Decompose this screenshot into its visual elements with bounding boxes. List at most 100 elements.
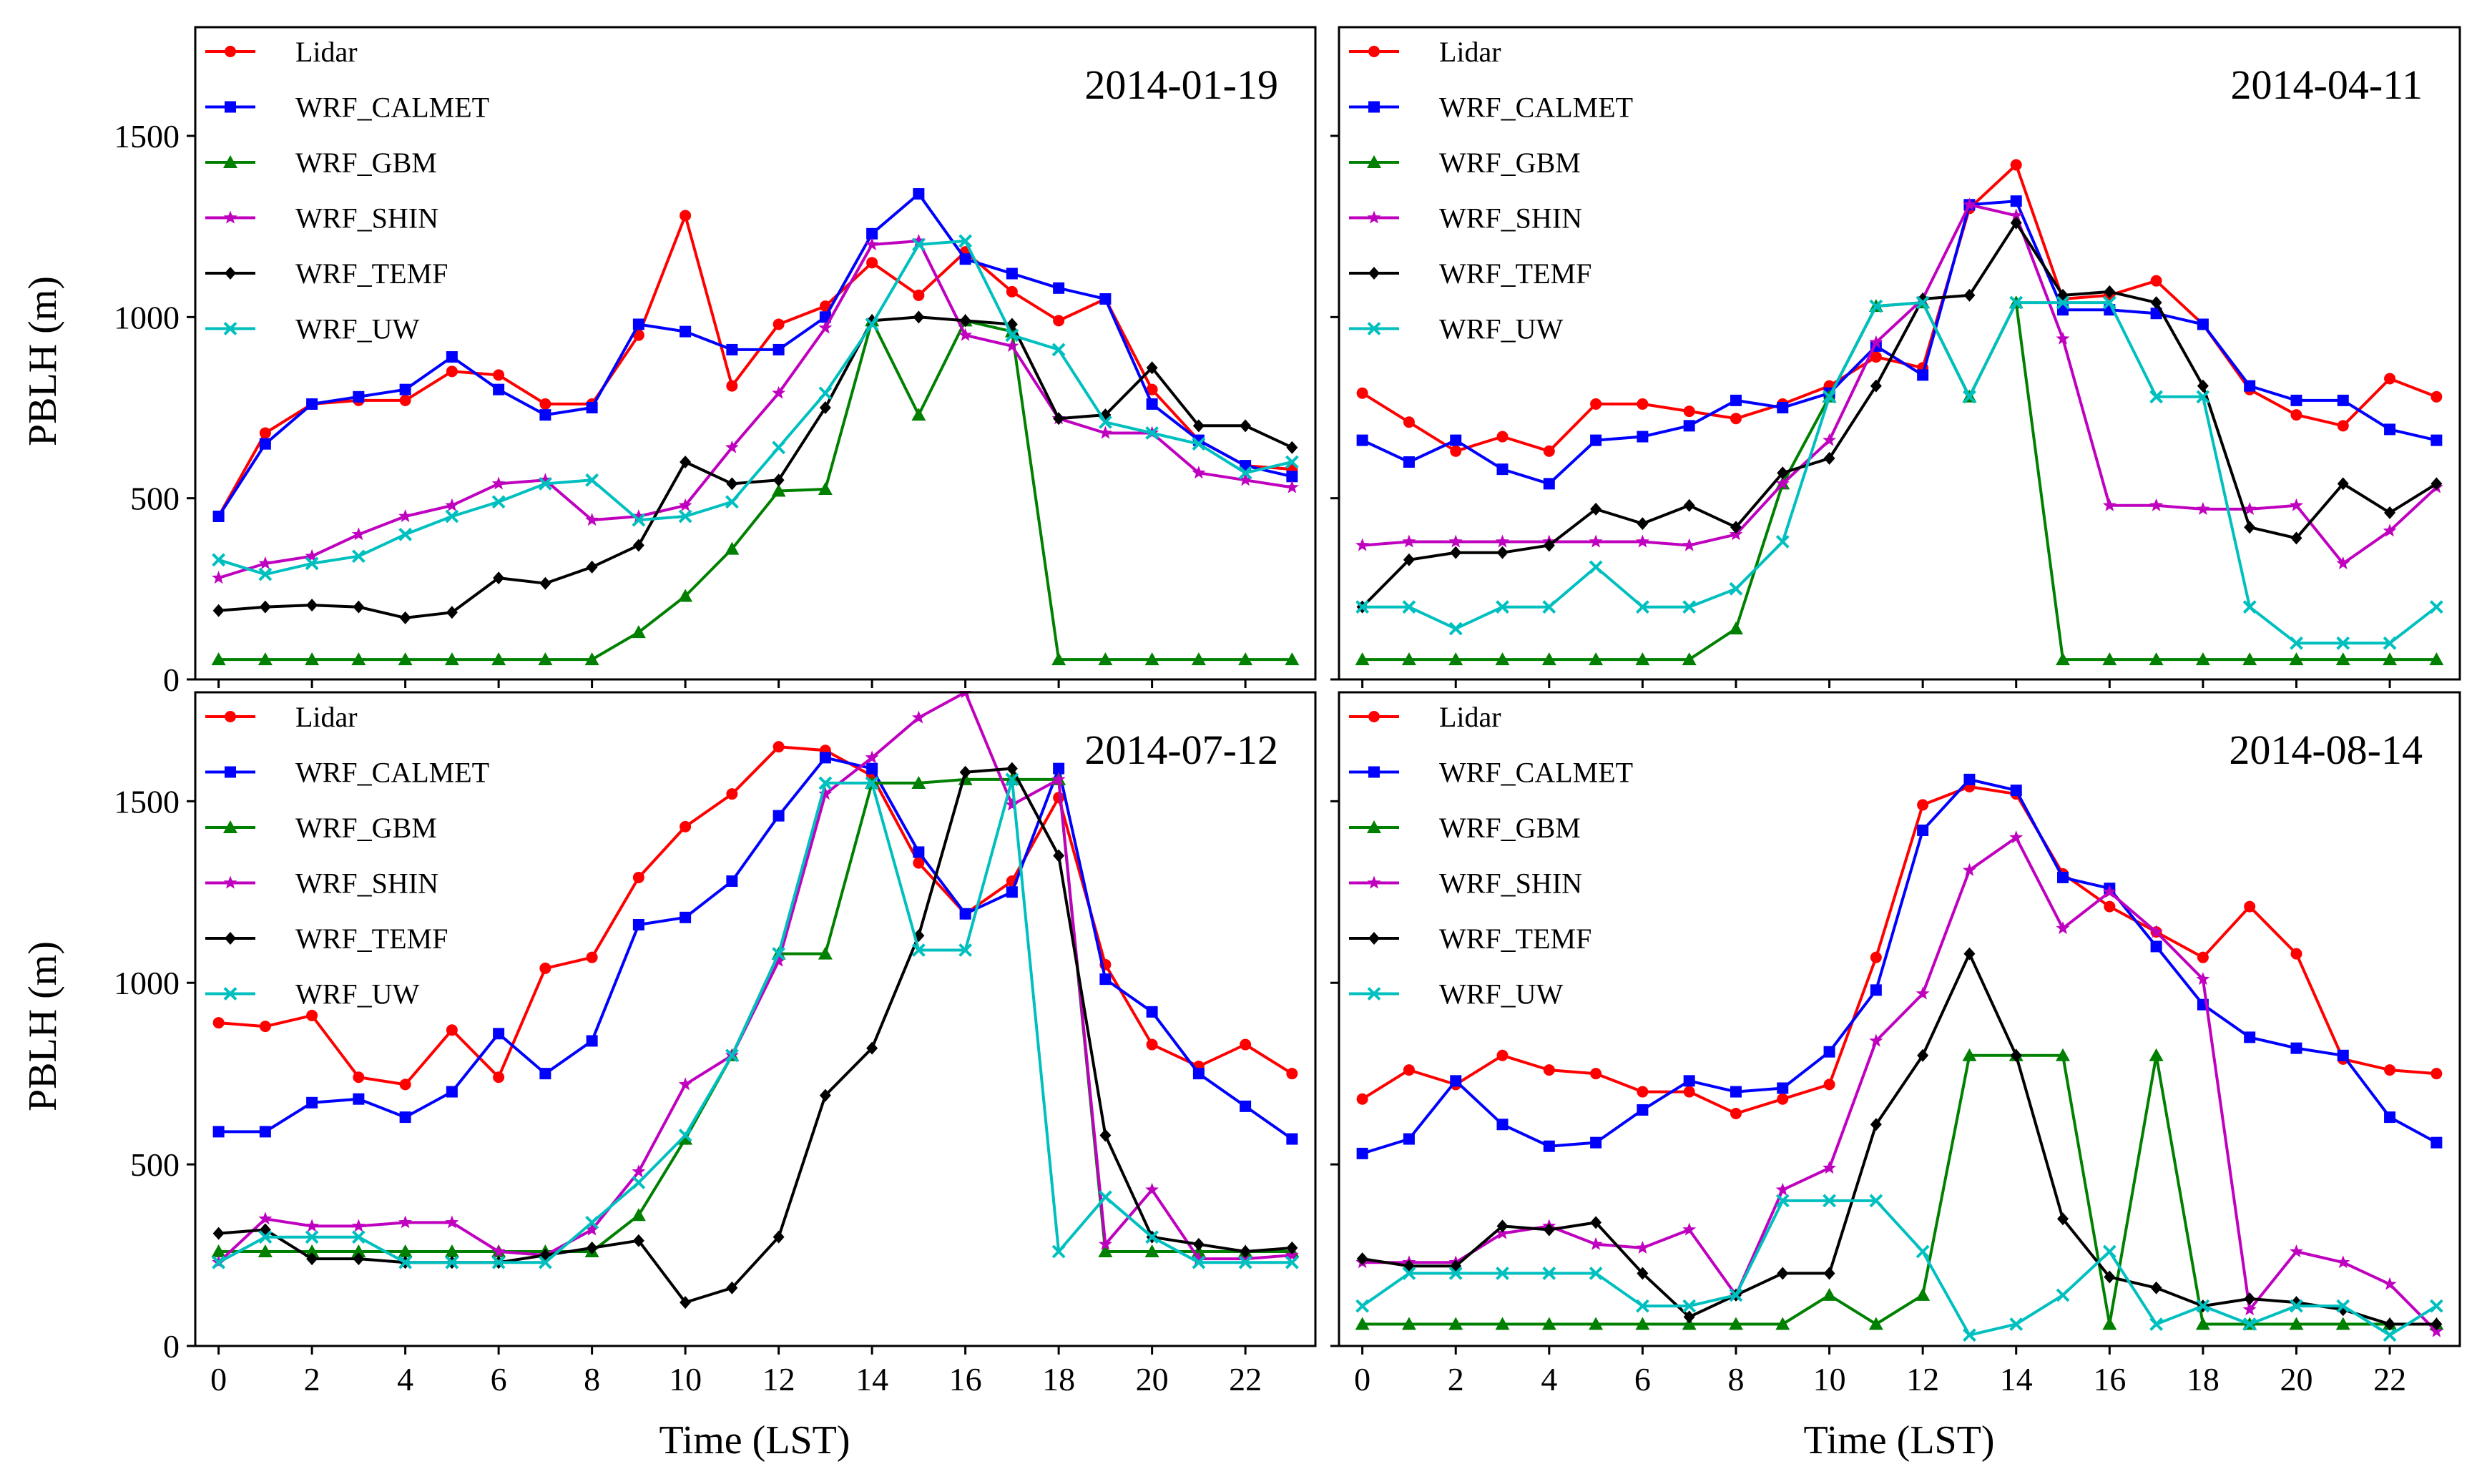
data-point-wrf-gbm (1401, 652, 1416, 666)
data-point-wrf-uw (1005, 328, 1019, 343)
data-point-wrf-temf (2244, 521, 2256, 534)
data-point-wrf-uw (1963, 1328, 1976, 1342)
data-point-wrf-temf (2150, 296, 2162, 310)
data-point-wrf-uw (445, 509, 459, 524)
panel-date-title: 2014-08-14 (2229, 727, 2423, 773)
series-line-lidar (1361, 785, 2437, 1115)
data-point-wrf-uw (1869, 1194, 1883, 1208)
data-point-wrf-shin (2056, 921, 2070, 935)
data-point-wrf-shin (772, 385, 786, 399)
data-point-wrf-uw (1192, 1255, 1206, 1269)
data-point-wrf-gbm (1448, 1317, 1463, 1330)
data-point-wrf-temf (680, 1296, 692, 1309)
data-point-wrf-uw (351, 1230, 366, 1244)
data-point-wrf-calmet (399, 383, 411, 395)
data-point-wrf-uw (1916, 295, 1930, 310)
data-point-wrf-temf (1637, 1267, 1649, 1280)
series-wrf-temf (1356, 216, 2443, 614)
x-axis-label-left: Time (LST) (659, 1418, 850, 1463)
data-point-lidar (539, 398, 551, 410)
data-point-lidar (2290, 409, 2302, 421)
data-point-lidar (1450, 445, 1462, 457)
data-point-wrf-temf (1637, 517, 1649, 531)
data-point-wrf-uw (305, 556, 319, 571)
data-point-wrf-temf (1963, 288, 1976, 302)
data-point-wrf-gbm (2056, 652, 2071, 666)
data-point-wrf-calmet (446, 1086, 458, 1098)
data-point-lidar (1590, 1068, 1602, 1080)
data-point-lidar (446, 365, 458, 378)
data-point-wrf-uw (632, 513, 646, 527)
data-point-wrf-gbm (538, 652, 553, 666)
data-point-wrf-gbm (1355, 652, 1370, 666)
data-point-wrf-shin (1355, 538, 1370, 551)
data-point-wrf-temf (212, 1227, 225, 1240)
data-point-wrf-calmet (259, 438, 271, 450)
data-point-wrf-shin (585, 513, 599, 526)
data-point-wrf-temf (586, 560, 598, 574)
data-point-lidar (259, 427, 271, 439)
series-wrf-shin (212, 691, 1299, 1269)
data-point-wrf-temf (1683, 1310, 1695, 1324)
y-tick-label: 1000 (114, 965, 180, 1001)
data-point-wrf-shin (1005, 797, 1019, 811)
data-point-wrf-calmet (1543, 478, 1555, 490)
data-point-lidar (1637, 1086, 1649, 1098)
data-point-wrf-temf (2290, 531, 2302, 545)
data-point-wrf-calmet (866, 762, 878, 775)
data-point-wrf-uw (911, 943, 926, 957)
data-point-wrf-shin (1775, 1182, 1790, 1196)
data-point-wrf-shin (351, 527, 366, 541)
data-point-wrf-uw (1098, 1190, 1112, 1204)
data-point-wrf-shin (1635, 534, 1649, 548)
legend-label-wrf-calmet: WRF_CALMET (295, 92, 489, 124)
data-point-wrf-gbm (1495, 652, 1510, 666)
data-point-wrf-uw (772, 441, 786, 455)
data-point-wrf-gbm (1822, 1287, 1837, 1301)
data-point-wrf-shin (1496, 534, 1509, 548)
data-point-lidar (2337, 420, 2349, 432)
data-point-wrf-calmet (1730, 394, 1742, 406)
data-point-wrf-gbm (2195, 1317, 2210, 1330)
data-point-wrf-calmet (772, 343, 785, 355)
x-tick-label: 12 (1906, 1361, 1939, 1397)
data-point-lidar (1683, 406, 1695, 418)
data-point-wrf-uw (2056, 1288, 2070, 1302)
y-tick-label: 0 (163, 662, 180, 698)
data-point-wrf-shin (351, 1219, 366, 1232)
data-point-wrf-calmet (212, 1126, 225, 1138)
data-point-wrf-gbm (2335, 652, 2350, 666)
data-point-wrf-gbm (911, 408, 926, 421)
data-point-wrf-uw (2383, 1328, 2397, 1342)
data-point-wrf-shin (865, 750, 879, 764)
data-point-wrf-shin (911, 233, 926, 247)
data-point-wrf-uw (491, 495, 506, 509)
data-point-wrf-uw (2102, 295, 2116, 310)
data-point-wrf-gbm (1191, 652, 1206, 666)
series-line-wrf-uw (1362, 301, 2438, 645)
legend-label-wrf-gbm: WRF_GBM (295, 147, 437, 179)
data-point-wrf-temf (772, 1230, 785, 1244)
data-point-wrf-temf (259, 600, 271, 614)
data-point-wrf-uw (1145, 1230, 1159, 1244)
data-point-wrf-gbm (398, 1244, 413, 1257)
data-point-lidar (2290, 948, 2302, 960)
data-point-wrf-temf (2244, 1292, 2256, 1305)
data-point-wrf-gbm (305, 1244, 320, 1257)
data-point-wrf-shin (2102, 885, 2116, 898)
x-tick-label: 6 (491, 1361, 507, 1397)
x-tick-label: 22 (2373, 1361, 2406, 1397)
legend-marker-wrf-temf (1368, 932, 1380, 945)
data-point-wrf-temf (1823, 1267, 1835, 1280)
data-point-wrf-shin (1916, 986, 1930, 1000)
data-point-wrf-calmet (1683, 1075, 1695, 1087)
series-line-lidar (1361, 163, 2438, 453)
data-point-wrf-uw (1775, 535, 1790, 549)
y-tick-label: 500 (130, 481, 180, 517)
data-point-wrf-gbm (1144, 1244, 1159, 1257)
data-point-lidar (1777, 1093, 1789, 1105)
data-point-wrf-shin (818, 787, 833, 800)
y-tick-label: 500 (130, 1146, 180, 1183)
series-line-wrf-temf (1361, 221, 2438, 609)
